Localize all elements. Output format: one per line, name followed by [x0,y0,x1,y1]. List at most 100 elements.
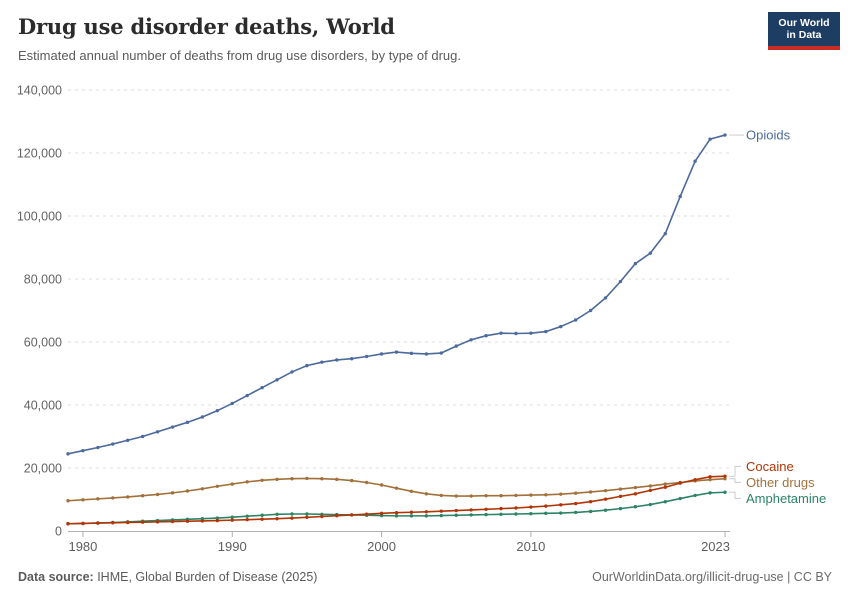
series-point-opioids [484,334,488,338]
series-point-other-drugs [603,488,608,493]
series-point-other-drugs [96,497,100,501]
series-point-cocaine [454,508,458,513]
series-point-cocaine [66,522,70,526]
label-connector-cocaine [729,465,741,477]
series-point-cocaine [394,511,399,515]
series-point-other-drugs [484,494,488,498]
series-point-other-drugs [215,484,220,488]
series-point-opioids [514,331,518,336]
series-point-cocaine [708,475,712,479]
series-line-opioids[interactable] [67,134,726,455]
series-point-other-drugs [320,477,324,481]
x-axis-label: 2000 [367,539,396,554]
y-axis-label: 20,000 [24,462,62,476]
y-axis-label: 40,000 [24,399,62,413]
series-point-other-drugs [394,486,399,490]
owid-link[interactable]: OurWorldinData.org/illicit-drug-use | CC… [592,570,832,584]
series-point-other-drugs [708,477,712,482]
series-point-opioids [424,352,429,356]
series-point-amphetamine [439,513,443,518]
owid-logo-line2: in Data [786,29,822,41]
series-point-amphetamine [588,509,593,514]
series-point-other-drugs [126,495,130,499]
owid-logo: Our World in Data [768,12,840,50]
x-axis-label: 2010 [516,539,545,554]
series-point-other-drugs [155,492,160,497]
series-point-opioids [364,354,369,359]
series-point-other-drugs [305,476,309,481]
y-axis-label: 0 [55,525,62,539]
series-point-cocaine [155,520,160,524]
series-end-label-opioids[interactable]: Opioids [746,128,791,143]
series-point-amphetamine [424,514,429,518]
series-point-other-drugs [185,489,190,493]
x-axis-label: 2023 [701,539,730,554]
series-point-other-drugs [454,494,458,498]
series-point-opioids [155,430,160,434]
series-point-cocaine [499,506,503,511]
series-point-other-drugs [424,492,429,496]
series-point-other-drugs [245,480,249,484]
series-point-other-drugs [618,487,623,491]
series-point-other-drugs [230,482,234,486]
series-point-cocaine [678,481,682,485]
y-axis-label: 100,000 [17,210,62,224]
series-end-label-cocaine[interactable]: Cocaine [746,459,794,474]
series-point-opioids [573,318,578,322]
owid-logo-box: Our World in Data [768,12,840,46]
chart-subtitle: Estimated annual number of deaths from d… [18,48,461,63]
series-point-amphetamine [618,506,623,511]
series-point-opioids [185,420,190,425]
series-end-label-other-drugs[interactable]: Other drugs [746,475,815,490]
series-point-cocaine [260,517,264,521]
series-point-cocaine [573,501,578,506]
series-point-amphetamine [469,513,473,517]
series-point-other-drugs [350,478,354,483]
series-point-other-drugs [544,493,548,497]
series-point-opioids [633,261,638,266]
series-point-cocaine [96,521,100,525]
series-point-other-drugs [469,494,473,498]
series-point-amphetamine [454,513,458,517]
series-point-amphetamine [529,511,533,516]
series-point-cocaine [290,516,294,520]
series-point-opioids [499,331,503,335]
series-point-opioids [170,425,175,429]
series-point-other-drugs [514,493,518,498]
series-point-amphetamine [215,516,220,520]
series-point-other-drugs [663,482,667,486]
series-end-label-amphetamine[interactable]: Amphetamine [746,491,826,506]
y-axis-label: 80,000 [24,273,62,287]
label-connector-other-drugs [729,478,741,483]
y-axis-label: 140,000 [17,84,62,98]
series-point-amphetamine [290,512,294,516]
series-point-opioids [603,296,608,300]
series-point-amphetamine [663,500,667,504]
series-point-other-drugs [409,489,414,494]
series-point-other-drugs [648,484,653,488]
series-point-amphetamine [260,513,264,517]
series-point-opioids [350,356,354,361]
series-point-cocaine [514,506,518,510]
series-point-amphetamine [559,511,563,515]
series-point-other-drugs [335,477,339,482]
series-point-opioids [529,331,533,335]
series-point-opioids [379,352,384,356]
series-point-opioids [81,448,85,453]
series-point-other-drugs [364,480,369,485]
data-source: Data source: IHME, Global Burden of Dise… [18,570,317,584]
series-point-other-drugs [499,494,503,498]
series-point-cocaine [185,519,190,523]
series-point-opioids [469,338,473,342]
series-line-amphetamine[interactable] [67,491,726,525]
series-point-other-drugs [140,494,145,498]
series-point-other-drugs [200,487,205,491]
series-point-amphetamine [275,512,279,517]
series-point-amphetamine [409,514,414,518]
series-point-cocaine [648,488,653,493]
series-point-amphetamine [245,514,249,518]
series-point-cocaine [170,519,175,524]
series-point-other-drugs [633,485,638,490]
series-point-cocaine [200,519,205,523]
data-source-label: Data source: [18,570,94,584]
